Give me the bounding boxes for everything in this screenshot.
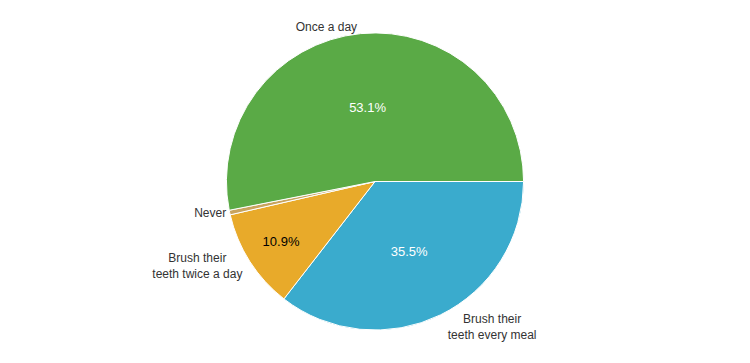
svg-text:10.9%: 10.9% bbox=[263, 234, 300, 249]
svg-text:53.1%: 53.1% bbox=[349, 100, 386, 115]
svg-text:Brush theirteeth twice a day: Brush theirteeth twice a day bbox=[152, 251, 242, 281]
svg-text:Never: Never bbox=[194, 206, 226, 220]
svg-text:35.5%: 35.5% bbox=[391, 244, 428, 259]
svg-text:Brush theirteeth every meal: Brush theirteeth every meal bbox=[448, 312, 537, 342]
svg-text:Once a day: Once a day bbox=[296, 20, 357, 34]
